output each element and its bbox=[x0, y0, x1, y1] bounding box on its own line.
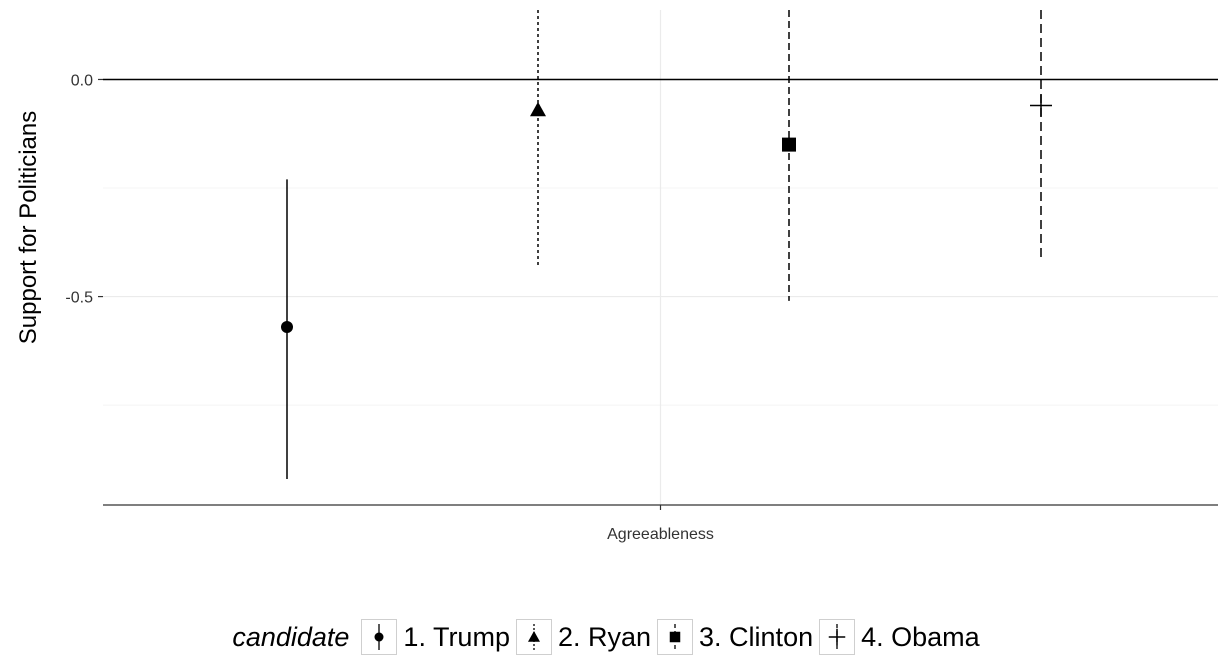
y-tick-label: 0.0 bbox=[71, 72, 93, 89]
y-axis-ticks: 0.0 -0.5 bbox=[65, 72, 103, 307]
y-axis-title: Support for Politicians bbox=[15, 111, 42, 344]
series-3 bbox=[782, 10, 796, 301]
series-4 bbox=[1030, 10, 1052, 262]
legend-label: 2. Ryan bbox=[557, 621, 652, 652]
legend-label: 3. Clinton bbox=[699, 621, 814, 652]
data-point bbox=[782, 137, 796, 152]
legend-key-plus bbox=[819, 619, 856, 655]
legend-key-circle bbox=[361, 619, 398, 655]
legend-glyph bbox=[374, 624, 384, 650]
legend-glyph bbox=[669, 624, 681, 650]
legend-glyph bbox=[828, 624, 846, 650]
x-tick-label: Agreeableness bbox=[607, 526, 714, 543]
series-2 bbox=[530, 10, 546, 267]
series-1 bbox=[281, 179, 293, 479]
series-layer bbox=[281, 10, 1052, 479]
legend-marker bbox=[374, 632, 384, 642]
legend-title: candidate bbox=[232, 621, 350, 652]
legend-label: 1. Trump bbox=[403, 621, 510, 652]
x-axis-ticks: Agreeableness bbox=[607, 505, 714, 543]
legend-label: 4. Obama bbox=[861, 621, 980, 652]
grid-lines bbox=[103, 10, 1218, 505]
legend-marker bbox=[669, 631, 681, 643]
data-point bbox=[1030, 94, 1052, 117]
legend-item-2: 2. Ryan bbox=[515, 619, 657, 655]
plot-area: 0.0 -0.5 Agreeableness Support for Politi… bbox=[15, 10, 1218, 543]
data-point bbox=[281, 320, 293, 333]
data-point bbox=[530, 101, 546, 117]
legend-marker bbox=[828, 628, 846, 646]
y-tick-label: -0.5 bbox=[65, 290, 93, 307]
legend-item-3: 3. Clinton bbox=[657, 619, 819, 655]
legend-key-triangle bbox=[515, 619, 552, 655]
legend-item-4: 4. Obama bbox=[819, 619, 986, 655]
legend-marker bbox=[527, 631, 540, 642]
legend-key-square bbox=[657, 619, 694, 655]
legend-glyph bbox=[527, 624, 540, 650]
legend-item-1: 1. Trump bbox=[361, 619, 516, 655]
legend: candidate 1. Trump 2. Ryan 3. Clinton 4. Ob… bbox=[0, 615, 1218, 659]
